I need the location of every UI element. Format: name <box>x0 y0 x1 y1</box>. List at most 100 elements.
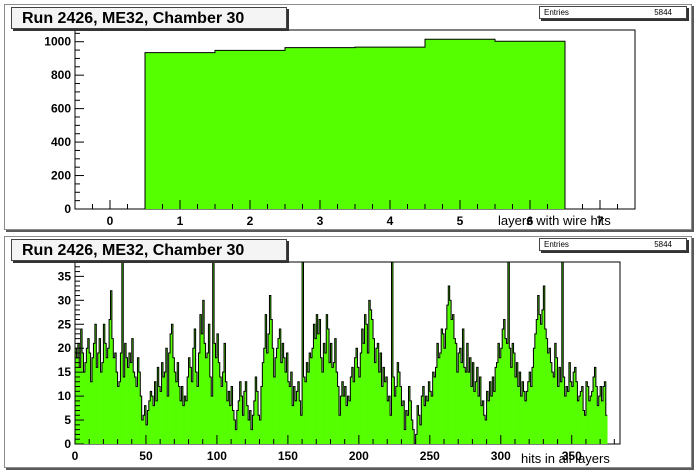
bottom-bar <box>507 262 510 444</box>
bottom-bar <box>526 391 529 444</box>
bottom-bar <box>434 376 436 444</box>
bottom-bar <box>568 362 571 444</box>
bottom-bar <box>178 386 181 444</box>
bottom-bar <box>218 362 221 444</box>
bottom-bar <box>438 357 441 444</box>
top-y-tick-label: 600 <box>51 102 71 116</box>
bottom-bar <box>120 353 123 444</box>
bottom-bar <box>428 381 431 444</box>
top-stats-value: 5844 <box>654 8 672 17</box>
bottom-bar <box>155 400 158 444</box>
bottom-bar <box>293 386 296 444</box>
bottom-bar <box>495 367 497 444</box>
bottom-bar <box>529 372 531 444</box>
bottom-bar <box>236 410 239 444</box>
bottom-bar <box>136 386 138 444</box>
bottom-bar <box>246 405 249 444</box>
bottom-bar <box>509 348 512 444</box>
bottom-bar <box>258 415 260 444</box>
bottom-bar <box>561 262 564 444</box>
bottom-bar <box>116 372 118 444</box>
bottom-bar <box>469 357 472 444</box>
bottom-y-tick-label: 35 <box>58 269 72 283</box>
bottom-bar <box>419 424 422 444</box>
bottom-bar <box>241 396 243 444</box>
bottom-bar <box>492 376 494 444</box>
bottom-bar <box>546 338 548 444</box>
bottom-bar <box>530 386 533 444</box>
bottom-bar <box>157 367 160 444</box>
bottom-bar <box>127 367 130 444</box>
bottom-bar <box>429 391 432 444</box>
bottom-bar <box>466 343 469 444</box>
bottom-bar <box>148 400 151 444</box>
bottom-bar <box>478 396 480 444</box>
bottom-bar <box>356 348 358 444</box>
bottom-bar <box>263 348 266 444</box>
bottom-bar <box>189 367 192 444</box>
bottom-bar <box>394 396 397 444</box>
bottom-bar <box>453 338 456 444</box>
bottom-bar <box>480 405 483 444</box>
bottom-bar <box>482 400 485 444</box>
bottom-bar <box>417 405 419 444</box>
bottom-bar <box>184 396 187 444</box>
bottom-bar <box>140 396 143 444</box>
bottom-bar <box>286 353 289 444</box>
bottom-bar <box>340 396 343 444</box>
bottom-bar <box>250 429 253 444</box>
bottom-bar <box>320 357 323 444</box>
bottom-bar <box>371 319 374 444</box>
bottom-bar <box>571 386 574 444</box>
bottom-bar <box>126 357 128 444</box>
bottom-x-tick-label: 150 <box>278 449 298 463</box>
bottom-bar <box>402 400 405 444</box>
bottom-bar <box>554 343 557 444</box>
bottom-bar <box>527 381 530 444</box>
bottom-bar <box>553 376 556 444</box>
bottom-bar <box>221 386 223 444</box>
bottom-bar <box>300 415 303 444</box>
bottom-bar <box>432 372 435 444</box>
bottom-bar <box>197 386 199 444</box>
bottom-x-axis-title: hits in all layers <box>521 451 610 466</box>
bottom-bar <box>289 386 292 444</box>
bottom-bar <box>351 367 354 444</box>
bottom-bar <box>141 420 144 444</box>
bottom-histogram-title: Run 2426, ME32, Chamber 30 <box>11 239 287 261</box>
bottom-bar <box>187 376 189 444</box>
bottom-bar <box>395 386 398 444</box>
bottom-bar <box>373 338 375 444</box>
bottom-bar <box>336 372 338 444</box>
bottom-bar <box>265 314 267 444</box>
bottom-stats-box: Entries 5844 <box>539 238 687 251</box>
bottom-bar <box>591 391 594 444</box>
bottom-bar <box>113 357 116 444</box>
bottom-bar <box>205 357 208 444</box>
bottom-bar <box>390 415 392 444</box>
bottom-bar <box>560 381 563 444</box>
bottom-bar <box>536 319 538 444</box>
bottom-bar <box>191 381 194 444</box>
bottom-bar <box>497 343 500 444</box>
bottom-x-tick-label: 250 <box>420 449 440 463</box>
bottom-bar <box>238 400 240 444</box>
top-x-tick-label: 3 <box>317 214 324 228</box>
bottom-bar <box>89 353 91 444</box>
bottom-bar <box>522 381 524 444</box>
bottom-bar <box>380 353 382 444</box>
bottom-bar <box>282 343 284 444</box>
top-x-tick-label: 7 <box>597 214 604 228</box>
bottom-stats-value: 5844 <box>654 240 672 249</box>
bottom-bar <box>249 410 252 444</box>
bottom-bar <box>520 396 523 444</box>
top-y-tick-label: 400 <box>51 135 71 149</box>
bottom-bar <box>578 396 581 444</box>
bottom-bar <box>537 295 540 444</box>
bottom-bar <box>280 362 283 444</box>
bottom-bar <box>90 381 93 444</box>
bottom-bar <box>407 415 409 444</box>
top-bar <box>355 47 425 209</box>
top-x-tick-label: 1 <box>177 214 184 228</box>
bottom-bar <box>312 348 314 444</box>
